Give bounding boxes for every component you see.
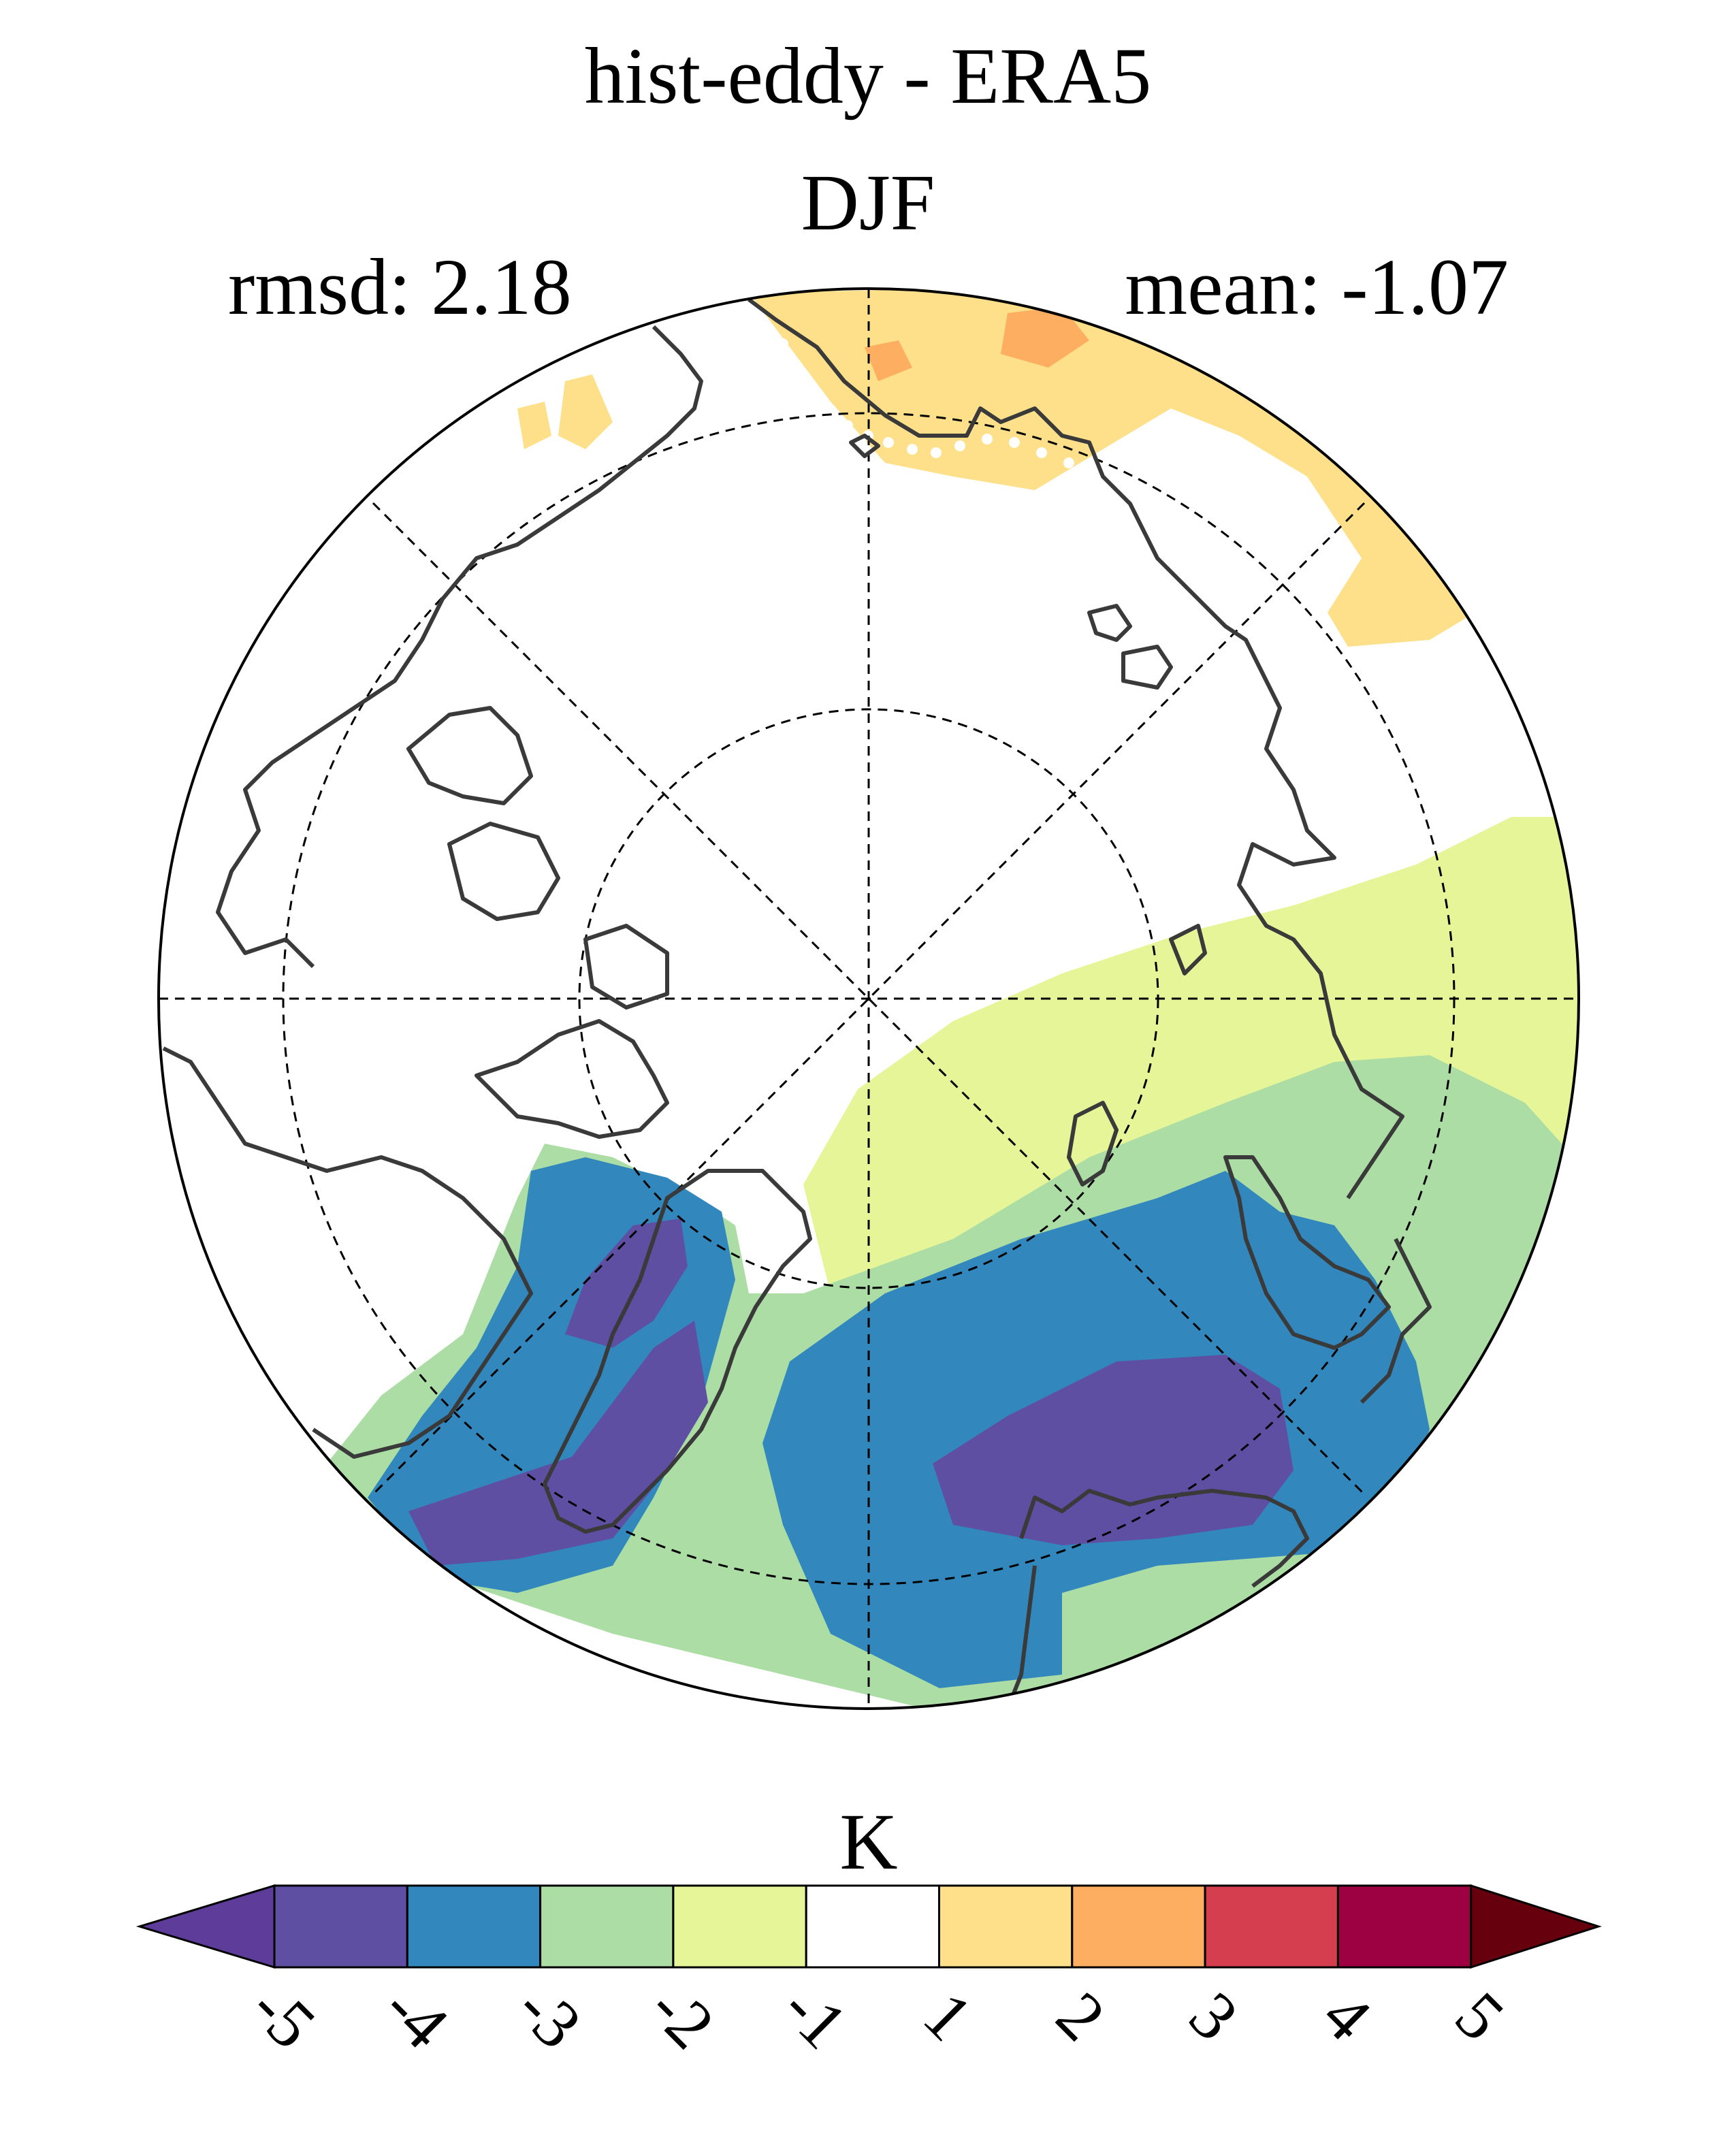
colorbar-tick-label: -4 <box>370 1969 463 2063</box>
colorbar-tick-label: 1 <box>910 1978 987 2055</box>
coastline-europe-south <box>1019 1489 1309 1588</box>
colorbar-tick-label: -1 <box>769 1969 862 2063</box>
colorbar-ticks: -5 -4 -3 -2 -1 1 2 3 4 5 <box>236 1969 1518 2063</box>
colorbar-segment <box>672 1884 807 1969</box>
coastline-north-america <box>162 1046 533 1459</box>
colorbar-segment <box>938 1884 1074 1969</box>
coastline-iberia <box>1006 1565 1037 1709</box>
significance-stippling <box>777 338 1122 482</box>
coastline-europe-west <box>1360 1238 1432 1404</box>
coastline-canada-archipelago-2 <box>406 706 533 805</box>
mean-label: mean: -1.07 <box>1125 242 1509 332</box>
coastline-eurasia-north <box>748 297 1404 1199</box>
colorbar-tick-label: -5 <box>236 1969 329 2063</box>
colorbar-segment <box>273 1884 408 1969</box>
map-title: hist-eddy - ERA5 <box>584 31 1152 120</box>
positive-anomaly-patch-5 <box>558 374 613 449</box>
colorbar-tick-label: 3 <box>1175 1978 1253 2055</box>
coastline-wrangel <box>849 434 880 458</box>
colorbar-extend-min <box>135 1884 276 1969</box>
coastline-island-siberia-2 <box>1121 645 1173 690</box>
colorbar-tick-label: -2 <box>635 1969 728 2063</box>
coastline-scandinavia <box>1223 1155 1391 1350</box>
colorbar-tick-label: 4 <box>1308 1978 1386 2055</box>
colorbar-tick-label: 5 <box>1441 1978 1519 2055</box>
coastline-canada-archipelago-4 <box>583 924 669 1010</box>
positive-anomaly-patch-3 <box>865 340 912 381</box>
rmsd-label: rmsd: 2.18 <box>228 242 572 332</box>
season-label: DJF <box>801 158 935 247</box>
coastlines <box>162 297 1432 1709</box>
map-boundary <box>157 287 1580 1710</box>
coastline-alaska <box>216 325 703 969</box>
colorbar-segment <box>805 1884 940 1969</box>
colorbar-tick-label: -3 <box>502 1969 596 2063</box>
colorbar-segment <box>406 1884 542 1969</box>
colorbar-segment <box>1336 1884 1473 1969</box>
positive-anomaly-patch-2 <box>1001 306 1089 368</box>
colorbar-segment <box>1204 1884 1339 1969</box>
colorbar-segments <box>135 1884 1602 1969</box>
coastline-svalbard <box>1067 1101 1119 1187</box>
positive-anomaly-patch-4 <box>517 402 551 449</box>
graticule <box>159 289 1579 1709</box>
coastline-novaya <box>1169 924 1207 975</box>
coastline-canada-archipelago-1 <box>475 1019 669 1139</box>
coastline-greenland <box>543 1169 812 1534</box>
colorbar-extend-max <box>1470 1884 1602 1969</box>
colorbar-tick-label: 2 <box>1042 1978 1120 2055</box>
coastline-canada-archipelago-3 <box>447 822 560 921</box>
colorbar-unit-label: K <box>839 1797 897 1886</box>
anomaly-region-minus5-minus4 <box>933 1355 1293 1545</box>
coastline-island-siberia-1 <box>1087 604 1132 642</box>
anomaly-region-minus5-minus4-north <box>565 1219 688 1348</box>
colorbar-segment <box>1071 1884 1206 1969</box>
colorbar-segment <box>539 1884 675 1969</box>
polar-map <box>157 287 1580 1710</box>
